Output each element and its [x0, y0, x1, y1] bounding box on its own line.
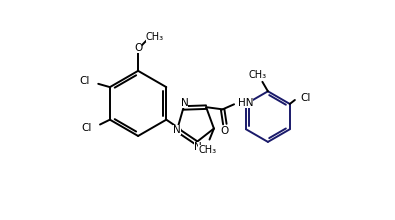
Text: Cl: Cl	[79, 76, 89, 86]
Text: CH₃: CH₃	[145, 32, 164, 42]
Text: HN: HN	[237, 98, 253, 108]
Text: N: N	[194, 142, 202, 152]
Text: O: O	[221, 126, 229, 136]
Text: Cl: Cl	[81, 123, 92, 134]
Text: CH₃: CH₃	[248, 70, 267, 80]
Text: N: N	[173, 125, 181, 135]
Text: Cl: Cl	[300, 93, 310, 103]
Text: N: N	[181, 98, 188, 108]
Text: CH₃: CH₃	[198, 145, 216, 155]
Text: O: O	[134, 43, 142, 53]
